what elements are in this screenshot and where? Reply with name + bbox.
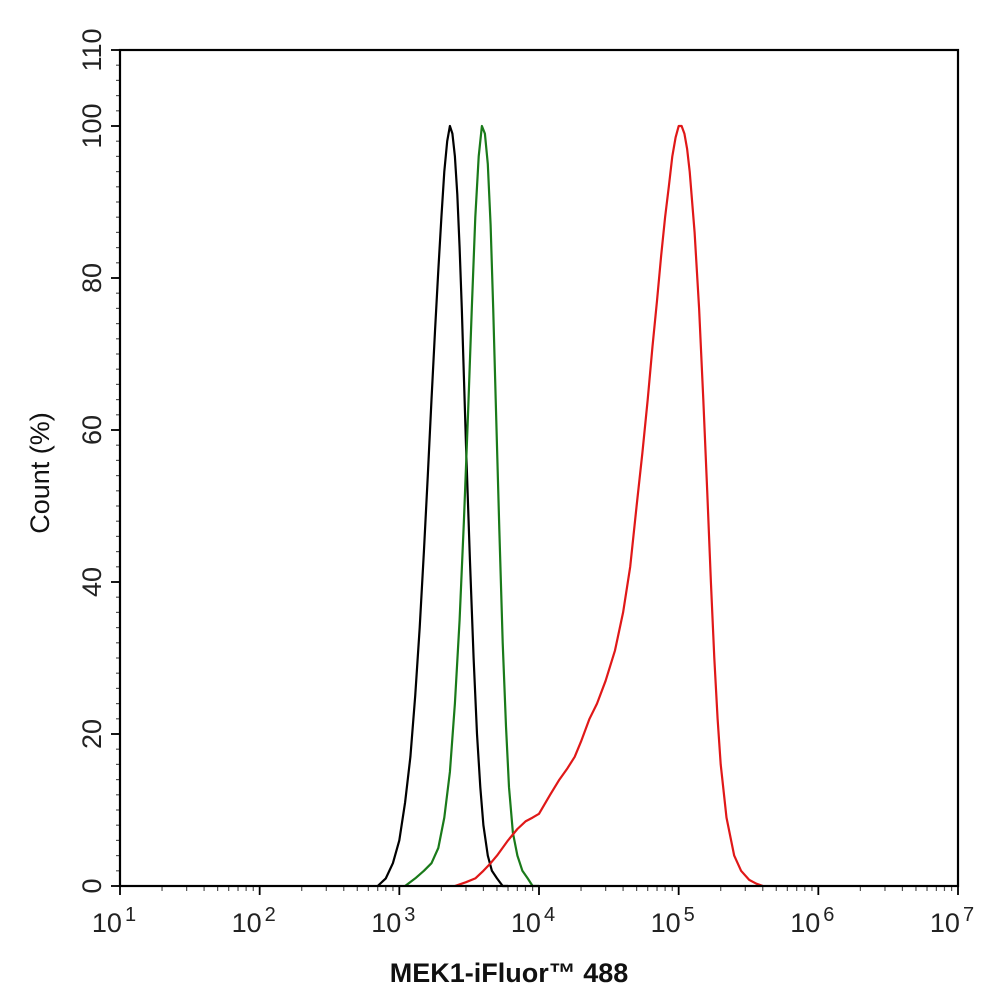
- x-tick-label: 10 7: [930, 904, 974, 938]
- y-tick-label: 20: [77, 719, 107, 749]
- y-tick-labels: 0 20 40 60 80 100 110: [77, 28, 107, 893]
- plot-frame: [118, 48, 960, 888]
- axis-ticks: [111, 49, 959, 895]
- y-tick-label: 100: [77, 103, 107, 148]
- histogram-line-1: [376, 124, 508, 888]
- histogram-line-2: [404, 124, 539, 888]
- x-tick-label: 10 3: [371, 904, 415, 938]
- x-tick-label: 10 5: [651, 904, 695, 938]
- y-tick-label: 0: [77, 878, 107, 893]
- x-tick-label: 10 6: [790, 904, 834, 938]
- x-axis-title: MEK1-iFluor™ 488: [390, 958, 629, 988]
- y-tick-label: 80: [77, 263, 107, 293]
- x-tick-label: 10 4: [511, 904, 555, 938]
- y-tick-label: 60: [77, 415, 107, 445]
- y-tick-label: 40: [77, 567, 107, 597]
- y-axis-title: Count (%): [25, 412, 55, 534]
- x-tick-label: 10 2: [232, 904, 276, 938]
- y-tick-label: 110: [77, 28, 107, 71]
- x-tick-label: 10 1: [92, 904, 136, 938]
- x-tick-labels: 10 1 10 2 10 3 10 4 10 5 10 6 10 7: [92, 904, 974, 938]
- histogram-line-3: [454, 124, 764, 888]
- histogram-series: [376, 124, 764, 888]
